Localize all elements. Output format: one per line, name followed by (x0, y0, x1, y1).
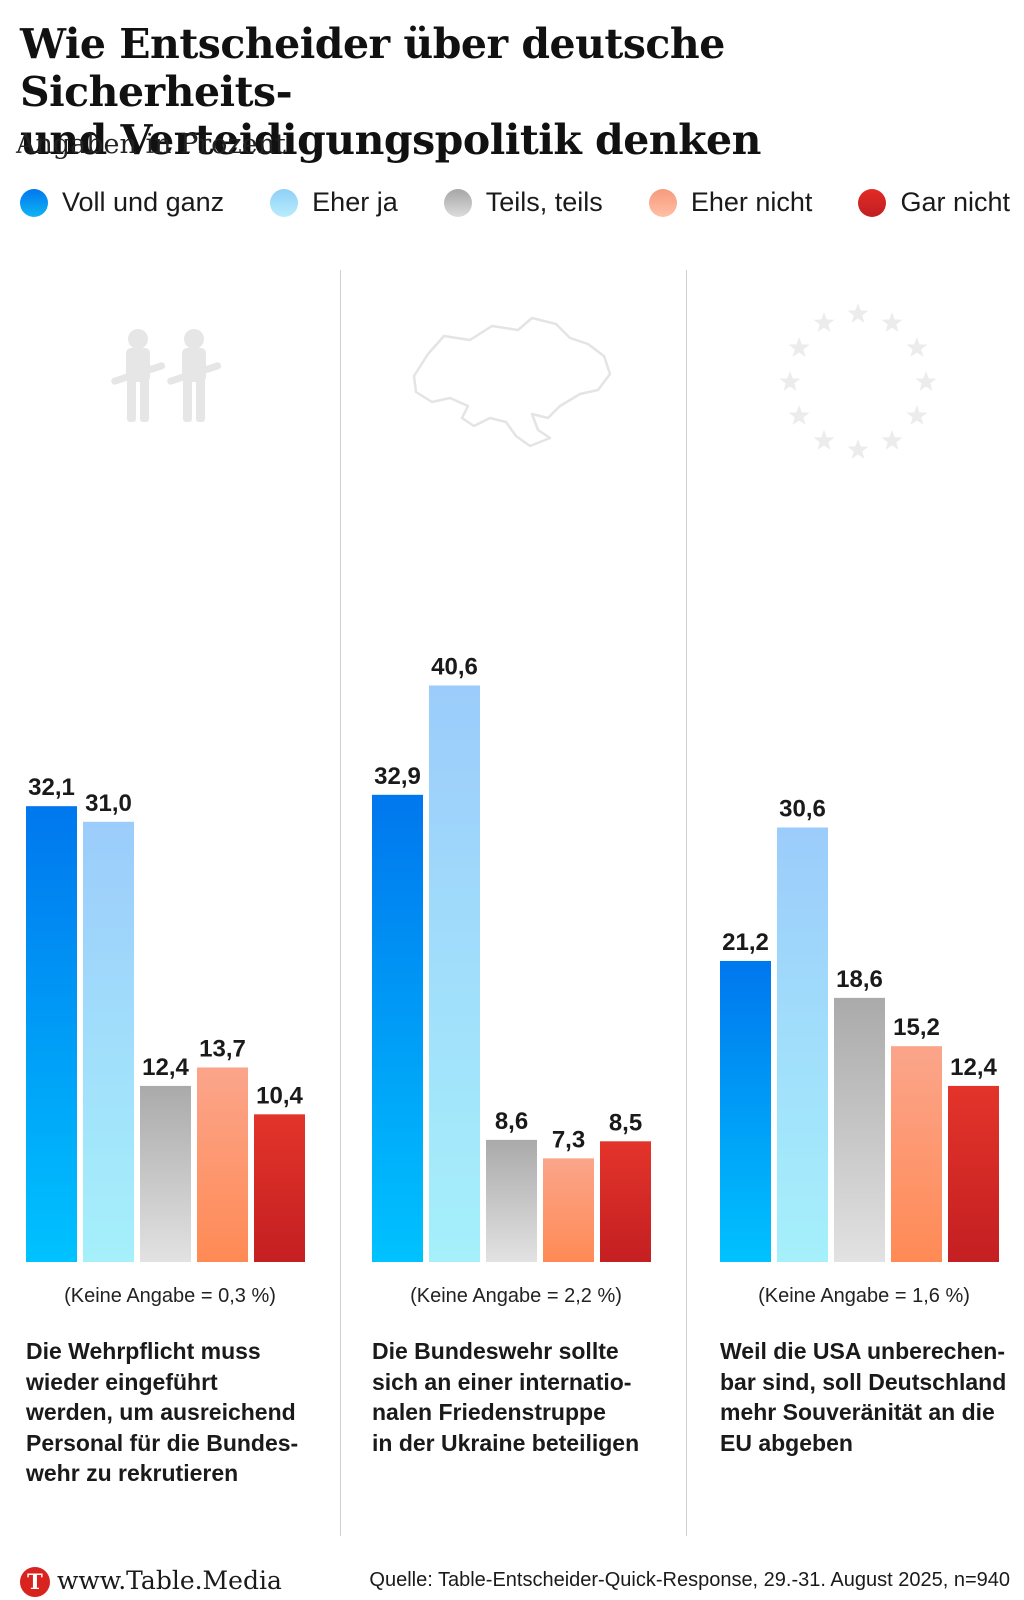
statement-line: Die Bundeswehr sollte (372, 1338, 619, 1364)
data-label: 12,4 (142, 1054, 189, 1081)
eu-stars-icon (779, 303, 937, 459)
chart-subtitle: Angaben in Prozent (16, 129, 286, 160)
title-line-2: und Verteidigungspolitik denken (20, 116, 761, 164)
bar-eher-ja (429, 685, 480, 1262)
eu-star-icon (813, 312, 835, 333)
data-label: 30,6 (779, 795, 826, 822)
bar-chart-panel-3: 21,2 30,6 18,6 15,2 12,4 (720, 795, 999, 1262)
bar-chart-panel-2: 32,9 40,6 8,6 7,3 8,5 (372, 653, 651, 1262)
legend-label: Eher nicht (690, 187, 813, 217)
bar-teils-teils (140, 1085, 191, 1262)
legend-label: Teils, teils (485, 187, 603, 217)
footer-site[interactable]: www.Table.Media (57, 1566, 282, 1595)
data-label: 15,2 (893, 1014, 940, 1041)
bar-gar-nicht (600, 1141, 651, 1262)
data-label: 21,2 (722, 929, 769, 956)
panel-divider (340, 270, 341, 1536)
chart-title: Wie Entscheider über deutsche Sicherheit… (20, 20, 1010, 164)
statement-line: werden, um ausreichend (26, 1399, 296, 1425)
bar-eher-nicht (891, 1046, 942, 1262)
statement-line: Weil die USA unberechen- (720, 1338, 1005, 1364)
no-answer-note-2: (Keine Angabe = 2,2 %) (410, 1285, 622, 1307)
statement-line: Personal für die Bundes- (26, 1429, 299, 1456)
data-label: 32,1 (28, 774, 75, 801)
eu-star-icon (915, 371, 937, 391)
eu-star-icon (788, 337, 810, 357)
eu-star-icon (847, 439, 869, 459)
data-label: 32,9 (374, 763, 421, 790)
data-label: 8,6 (495, 1108, 528, 1135)
statement-1: Die Wehrpflicht muss wieder eingeführt w… (26, 1336, 346, 1489)
no-answer-note-3: (Keine Angabe = 1,6 %) (758, 1285, 970, 1307)
legend-swatch (270, 188, 299, 217)
legend-label: Eher ja (312, 187, 398, 217)
statement-line: wehr zu rekrutieren (26, 1460, 239, 1486)
eu-star-icon (881, 312, 903, 333)
eu-star-icon (847, 303, 869, 323)
data-label: 40,6 (431, 653, 478, 680)
legend-item-teils-teils: Teils, teils (443, 187, 603, 218)
no-answer-note-1: (Keine Angabe = 0,3 %) (64, 1285, 276, 1307)
bar-voll-und-ganz (372, 794, 423, 1262)
footer-source: Quelle: Table-Entscheider-Quick-Response… (369, 1569, 1010, 1591)
data-label: 10,4 (256, 1082, 303, 1109)
bar-eher-nicht (543, 1158, 594, 1262)
legend-item-eher-ja: Eher ja (270, 187, 398, 218)
bar-voll-und-ganz (720, 960, 771, 1262)
table-media-logo-icon: T (20, 1567, 50, 1597)
soldiers-icon (111, 329, 222, 422)
legend-item-voll-und-ganz: Voll und ganz (20, 187, 224, 218)
bar-gar-nicht (254, 1114, 305, 1262)
eu-star-icon (788, 405, 810, 425)
eu-star-icon (813, 429, 835, 450)
data-label: 18,6 (836, 966, 883, 993)
statement-line: Die Wehrpflicht muss (26, 1338, 261, 1364)
statement-2: Die Bundeswehr sollte sich an einer inte… (372, 1336, 692, 1458)
data-label: 31,0 (85, 790, 132, 817)
bar-eher-ja (83, 821, 134, 1262)
bar-teils-teils (834, 997, 885, 1262)
data-label: 7,3 (552, 1126, 585, 1153)
statement-line: mehr Souveränität an die (720, 1399, 995, 1425)
eu-star-icon (779, 371, 801, 391)
data-label: 13,7 (199, 1035, 246, 1062)
title-line-1: Wie Entscheider über deutsche Sicherheit… (20, 20, 725, 116)
legend-item-gar-nicht: Gar nicht (858, 187, 1010, 218)
statement-line: bar sind, soll Deutschland (720, 1368, 1007, 1395)
eu-star-icon (881, 429, 903, 450)
panel-divider (686, 270, 687, 1536)
statement-line: wieder eingeführt (26, 1368, 218, 1395)
bar-eher-nicht (197, 1067, 248, 1262)
legend-swatch (443, 188, 472, 217)
bar-voll-und-ganz (26, 806, 77, 1262)
legend: Voll und ganz Eher ja Teils, teils Eher … (20, 187, 1010, 218)
eu-star-icon (906, 405, 928, 425)
data-label: 12,4 (950, 1054, 997, 1081)
legend-label: Gar nicht (900, 187, 1010, 217)
bar-chart-panel-1: 32,1 31,0 12,4 13,7 10,4 (26, 774, 305, 1262)
legend-swatch (648, 188, 677, 217)
legend-item-eher-nicht: Eher nicht (648, 187, 813, 218)
data-label: 8,5 (609, 1109, 642, 1136)
ukraine-map-icon (412, 316, 612, 448)
eu-star-icon (906, 337, 928, 357)
legend-swatch (20, 188, 48, 217)
bar-gar-nicht (948, 1085, 999, 1262)
statement-line: EU abgeben (720, 1429, 853, 1456)
bar-eher-ja (777, 827, 828, 1262)
bar-teils-teils (486, 1139, 537, 1262)
statement-line: nalen Friedenstruppe (372, 1399, 606, 1425)
statement-3: Weil die USA unberechen- bar sind, soll … (720, 1336, 1024, 1458)
legend-label: Voll und ganz (62, 187, 225, 217)
statement-line: in der Ukraine beteiligen (372, 1429, 640, 1456)
legend-swatch (858, 188, 887, 217)
statement-line: sich an einer internatio- (372, 1368, 632, 1395)
